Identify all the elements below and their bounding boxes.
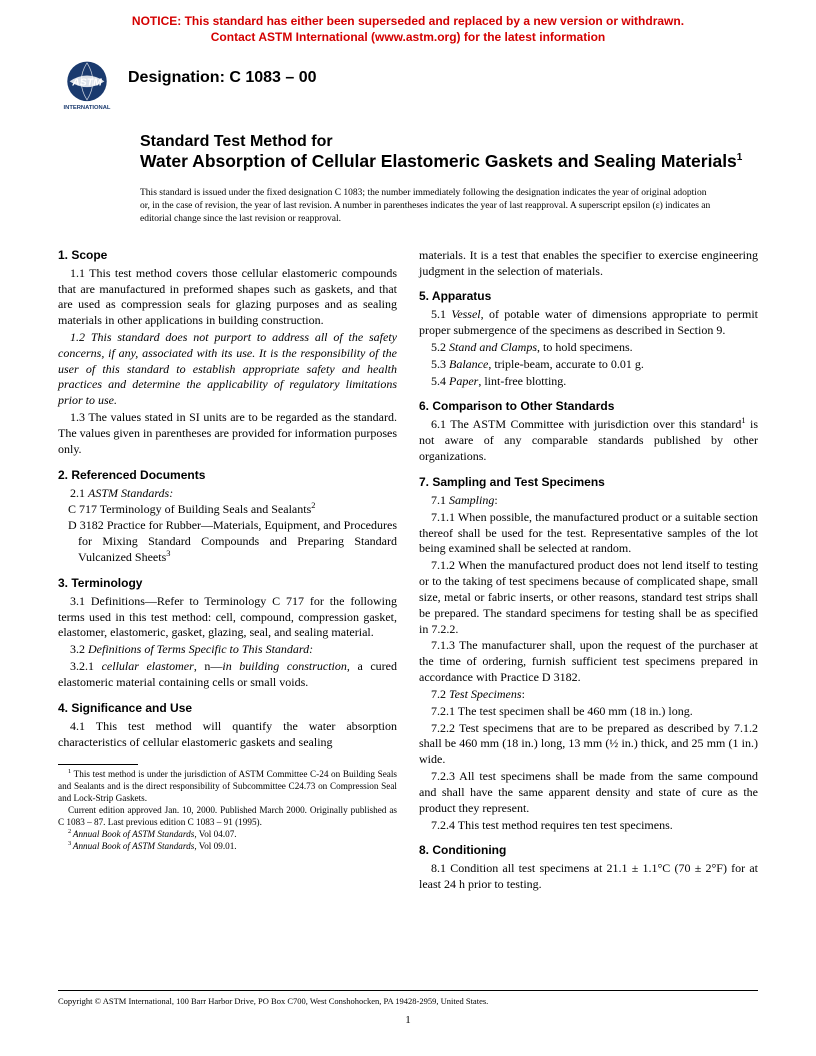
apparatus-heading: 5. Apparatus	[419, 289, 758, 303]
ref-c717: C 717 Terminology of Building Seals and …	[58, 502, 397, 518]
page-number: 1	[0, 1014, 816, 1026]
para-7-2-1: 7.2.1 The test specimen shall be 460 mm …	[419, 704, 758, 720]
para-2-1: 2.1 ASTM Standards:	[58, 486, 397, 502]
footnote-2: 2 Annual Book of ASTM Standards, Vol 04.…	[58, 829, 397, 841]
para-5-1: 5.1 Vessel, of potable water of dimensio…	[419, 307, 758, 339]
para-1-1: 1.1 This test method covers those cellul…	[58, 266, 397, 329]
refdocs-heading: 2. Referenced Documents	[58, 468, 397, 482]
issuance-note: This standard is issued under the fixed …	[0, 173, 816, 225]
para-7-2: 7.2 Test Specimens:	[419, 687, 758, 703]
logo-text-top: ASTM	[71, 78, 102, 89]
astm-logo: ASTM INTERNATIONAL	[58, 57, 116, 115]
para-7-1-2: 7.1.2 When the manufactured product does…	[419, 558, 758, 637]
para-4-1: 4.1 This test method will quantify the w…	[58, 719, 397, 751]
footnote-1b: Current edition approved Jan. 10, 2000. …	[58, 805, 397, 829]
footnote-3: 3 Annual Book of ASTM Standards, Vol 09.…	[58, 841, 397, 853]
para-7-2-2: 7.2.2 Test specimens that are to be prep…	[419, 721, 758, 768]
para-1-2: 1.2 This standard does not purport to ad…	[58, 330, 397, 409]
para-3-2: 3.2 Definitions of Terms Specific to Thi…	[58, 642, 397, 658]
para-8-1: 8.1 Condition all test specimens at 21.1…	[419, 861, 758, 893]
notice-line2: Contact ASTM International (www.astm.org…	[211, 30, 605, 44]
significance-heading: 4. Significance and Use	[58, 701, 397, 715]
para-5-3: 5.3 Balance, triple-beam, accurate to 0.…	[419, 357, 758, 373]
para-5-2: 5.2 Stand and Clamps, to hold specimens.	[419, 340, 758, 356]
para-4-1-cont: materials. It is a test that enables the…	[419, 248, 758, 280]
copyright: Copyright © ASTM International, 100 Barr…	[58, 990, 758, 1006]
title-line2: Water Absorption of Cellular Elastomeric…	[140, 151, 756, 173]
footnote-1: 1 This test method is under the jurisdic…	[58, 769, 397, 805]
right-column: materials. It is a test that enables the…	[419, 248, 758, 894]
designation: Designation: C 1083 – 00	[128, 69, 317, 103]
para-5-4: 5.4 Paper, lint-free blotting.	[419, 374, 758, 390]
title-line1: Standard Test Method for	[140, 133, 756, 151]
sampling-heading: 7. Sampling and Test Specimens	[419, 475, 758, 489]
notice-line1: NOTICE: This standard has either been su…	[132, 14, 684, 28]
logo-text-bottom: INTERNATIONAL	[64, 106, 111, 112]
scope-heading: 1. Scope	[58, 248, 397, 262]
notice-banner: NOTICE: This standard has either been su…	[0, 0, 816, 49]
terminology-heading: 3. Terminology	[58, 576, 397, 590]
para-6-1: 6.1 The ASTM Committee with jurisdiction…	[419, 417, 758, 464]
title-block: Standard Test Method for Water Absorptio…	[0, 115, 816, 173]
para-3-1: 3.1 Definitions—Refer to Terminology C 7…	[58, 594, 397, 641]
para-1-3: 1.3 The values stated in SI units are to…	[58, 410, 397, 457]
comparison-heading: 6. Comparison to Other Standards	[419, 399, 758, 413]
body-columns: 1. Scope 1.1 This test method covers tho…	[0, 226, 816, 894]
para-7-2-4: 7.2.4 This test method requires ten test…	[419, 818, 758, 834]
conditioning-heading: 8. Conditioning	[419, 843, 758, 857]
para-7-1-1: 7.1.1 When possible, the manufactured pr…	[419, 510, 758, 557]
para-3-2-1: 3.2.1 cellular elastomer, n—in building …	[58, 659, 397, 691]
header-row: ASTM INTERNATIONAL Designation: C 1083 –…	[0, 49, 816, 115]
para-7-1: 7.1 Sampling:	[419, 493, 758, 509]
footnote-divider	[58, 764, 138, 765]
ref-d3182: D 3182 Practice for Rubber—Materials, Eq…	[58, 518, 397, 565]
para-7-1-3: 7.1.3 The manufacturer shall, upon the r…	[419, 638, 758, 685]
left-column: 1. Scope 1.1 This test method covers tho…	[58, 248, 397, 894]
para-7-2-3: 7.2.3 All test specimens shall be made f…	[419, 769, 758, 816]
